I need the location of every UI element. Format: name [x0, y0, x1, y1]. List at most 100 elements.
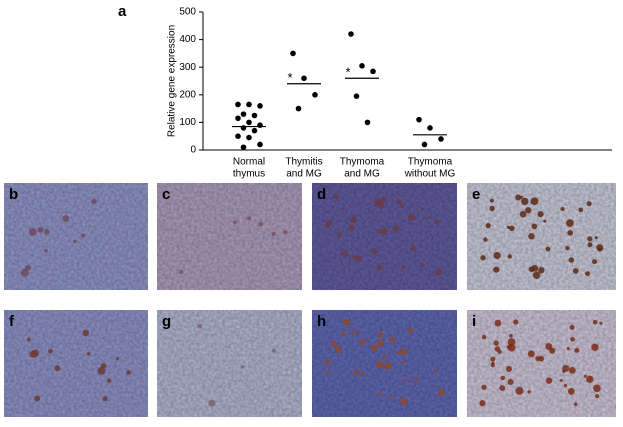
- micrograph-texture: [157, 310, 302, 417]
- stained-cell: [560, 206, 565, 211]
- data-point: [246, 101, 252, 108]
- stained-cell: [595, 394, 600, 399]
- stained-cell: [44, 229, 50, 235]
- stained-cell: [82, 329, 90, 337]
- stained-cell: [583, 374, 587, 378]
- stained-cell: [568, 257, 575, 263]
- stained-cell: [434, 268, 443, 276]
- stained-cell: [565, 245, 570, 251]
- micrograph-panel: b: [4, 183, 148, 290]
- stained-cell: [382, 354, 387, 359]
- stained-cell: [530, 197, 539, 206]
- stained-cell: [389, 336, 396, 343]
- stained-cell: [509, 225, 515, 232]
- stained-cell: [434, 219, 440, 225]
- stained-cell: [543, 219, 547, 223]
- stained-cell: [401, 361, 405, 365]
- stained-cell: [483, 237, 488, 242]
- stained-cell: [480, 255, 486, 261]
- micrograph-texture: [312, 310, 457, 417]
- stained-cell: [208, 399, 216, 407]
- stained-cell: [528, 233, 535, 240]
- stained-cell: [585, 271, 590, 277]
- stained-cell: [43, 248, 48, 253]
- stained-cell: [377, 201, 385, 209]
- stained-cell: [342, 318, 350, 326]
- stained-cell: [376, 229, 381, 234]
- stained-cell: [572, 268, 579, 274]
- stained-cell: [587, 236, 593, 242]
- stained-cell: [241, 365, 245, 369]
- stained-cell: [350, 216, 357, 224]
- stained-cell: [392, 224, 400, 232]
- stained-cell: [31, 349, 39, 358]
- stained-cell: [34, 395, 41, 402]
- data-point: [364, 119, 371, 126]
- data-point: [416, 116, 422, 123]
- data-point: [295, 105, 302, 112]
- stained-cell: [24, 264, 31, 271]
- micrograph-panel: g: [157, 310, 302, 417]
- stained-cell: [515, 194, 522, 201]
- stained-cell: [479, 400, 486, 407]
- y-tick-label: 200: [179, 89, 196, 100]
- stained-cell: [384, 361, 393, 370]
- y-tick-label: 300: [179, 62, 196, 73]
- data-point: [370, 68, 376, 75]
- stained-cell: [532, 271, 541, 279]
- micrograph-texture: [4, 310, 148, 417]
- stained-cell: [507, 344, 516, 352]
- panel-label: f: [9, 313, 15, 330]
- stained-cell: [599, 321, 603, 325]
- stained-cell: [567, 387, 575, 395]
- stained-cell: [97, 366, 106, 375]
- stained-cell: [407, 213, 416, 222]
- stained-cell: [197, 323, 203, 329]
- y-tick-label: 400: [179, 34, 196, 45]
- data-point: [251, 112, 258, 119]
- stained-cell: [354, 254, 362, 263]
- stained-cell: [370, 344, 378, 352]
- stained-cell: [86, 352, 91, 356]
- stained-cell: [578, 207, 584, 213]
- stained-cell: [566, 346, 570, 351]
- data-point: [427, 125, 433, 131]
- data-point: [251, 127, 258, 134]
- data-point: [421, 141, 428, 148]
- stained-cell: [28, 227, 37, 236]
- stained-cell: [380, 227, 388, 236]
- data-point: [235, 101, 241, 108]
- stained-cell: [489, 205, 495, 212]
- stained-cell: [376, 361, 384, 369]
- stained-cell: [485, 222, 491, 229]
- panel-label: g: [162, 313, 171, 330]
- stained-cell: [566, 219, 574, 227]
- x-tick-label: Thymitis: [285, 157, 322, 168]
- stained-cell: [335, 349, 339, 353]
- x-tick-label: Thymoma: [408, 157, 453, 168]
- stained-cell: [80, 233, 85, 238]
- stained-cell: [359, 339, 366, 345]
- x-tick-label: and MG: [286, 169, 322, 180]
- stained-cell: [559, 378, 563, 383]
- stained-cell: [337, 232, 343, 238]
- stained-cell: [507, 254, 512, 259]
- stained-cell: [400, 398, 408, 406]
- significance-marker: *: [287, 70, 292, 85]
- x-tick-label: thymus: [233, 169, 265, 180]
- stained-cell: [535, 356, 541, 362]
- data-point: [257, 103, 263, 109]
- stained-cell: [403, 379, 407, 383]
- stained-cell: [380, 197, 386, 203]
- stained-cell: [20, 269, 29, 277]
- panel-label: e: [472, 186, 480, 203]
- stained-cell: [537, 211, 544, 218]
- data-point: [240, 111, 247, 117]
- micrograph-texture: [467, 183, 616, 290]
- stained-cell: [324, 221, 331, 228]
- stained-cell: [494, 319, 502, 327]
- stained-cell: [428, 215, 432, 219]
- stained-cell: [489, 198, 494, 203]
- stained-cell: [102, 396, 108, 402]
